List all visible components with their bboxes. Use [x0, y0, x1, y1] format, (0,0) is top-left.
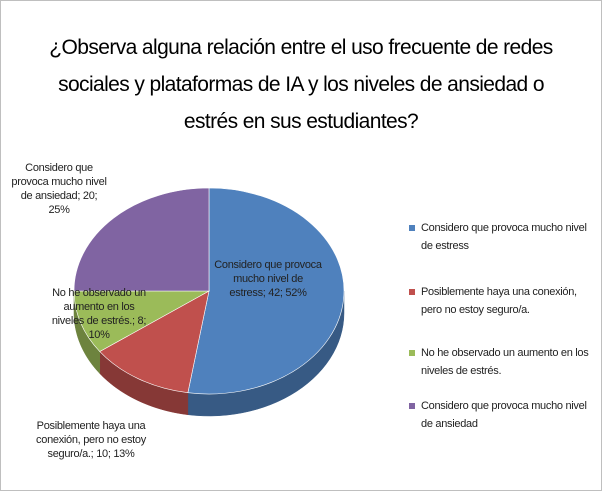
- legend-swatch: [409, 289, 415, 295]
- slice: [99, 290, 210, 394]
- legend-item: No he observado un aumento en los nivele…: [409, 344, 599, 380]
- legend-item: Considero que provoca mucho nivel de est…: [409, 219, 599, 255]
- legend-label: Posiblemente haya una conexión, pero no …: [421, 286, 577, 316]
- data-label: No he observado un aumento en los nivele…: [51, 287, 147, 341]
- slice: [73, 187, 210, 292]
- slice: [73, 290, 211, 352]
- legend-swatch: [409, 225, 415, 231]
- legend-swatch: [409, 403, 415, 409]
- chart-title: ¿Observa alguna relación entre el uso fr…: [49, 36, 553, 133]
- legend-label: Considero que provoca mucho nivel de ans…: [421, 400, 587, 430]
- legend-label: Considero que provoca mucho nivel de est…: [421, 222, 587, 252]
- data-label: Considero que provoca mucho nivel de est…: [214, 259, 322, 299]
- legend-item: Posiblemente haya una conexión, pero no …: [409, 283, 599, 319]
- legend-label: No he observado un aumento en los nivele…: [421, 347, 589, 377]
- data-label: Posiblemente haya una conexión, pero no …: [36, 420, 146, 460]
- slice: [187, 187, 345, 395]
- legend-item: Considero que provoca mucho nivel de ans…: [409, 397, 599, 433]
- data-label: Considero que provoca mucho nivel de ans…: [11, 162, 107, 216]
- legend-swatch: [409, 350, 415, 356]
